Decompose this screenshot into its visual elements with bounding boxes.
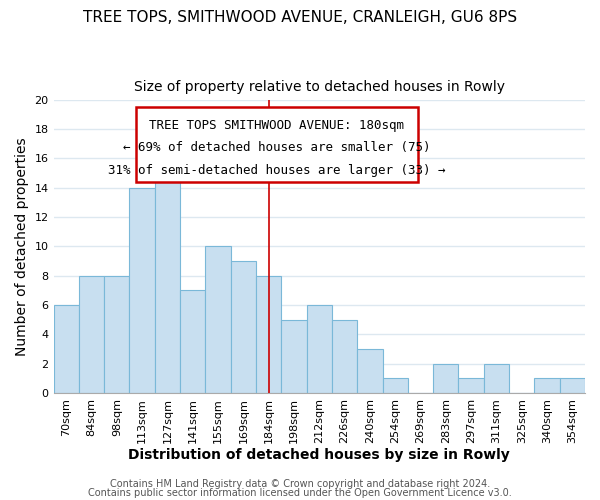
Text: Contains HM Land Registry data © Crown copyright and database right 2024.: Contains HM Land Registry data © Crown c… — [110, 479, 490, 489]
Bar — [79, 276, 104, 393]
Bar — [383, 378, 408, 393]
Bar — [256, 276, 281, 393]
Bar — [458, 378, 484, 393]
Bar — [155, 158, 180, 393]
Y-axis label: Number of detached properties: Number of detached properties — [15, 137, 29, 356]
Bar — [560, 378, 585, 393]
Bar — [433, 364, 458, 393]
Text: Contains public sector information licensed under the Open Government Licence v3: Contains public sector information licen… — [88, 488, 512, 498]
Bar — [307, 305, 332, 393]
Bar — [130, 188, 155, 393]
Text: 31% of semi-detached houses are larger (33) →: 31% of semi-detached houses are larger (… — [108, 164, 446, 177]
X-axis label: Distribution of detached houses by size in Rowly: Distribution of detached houses by size … — [128, 448, 510, 462]
Bar — [205, 246, 230, 393]
Bar — [357, 349, 383, 393]
Text: TREE TOPS SMITHWOOD AVENUE: 180sqm: TREE TOPS SMITHWOOD AVENUE: 180sqm — [149, 118, 404, 132]
Bar — [281, 320, 307, 393]
Bar — [53, 305, 79, 393]
Bar — [484, 364, 509, 393]
Title: Size of property relative to detached houses in Rowly: Size of property relative to detached ho… — [134, 80, 505, 94]
Text: TREE TOPS, SMITHWOOD AVENUE, CRANLEIGH, GU6 8PS: TREE TOPS, SMITHWOOD AVENUE, CRANLEIGH, … — [83, 10, 517, 25]
FancyBboxPatch shape — [136, 107, 418, 182]
Bar — [180, 290, 205, 393]
Bar — [230, 261, 256, 393]
Bar — [332, 320, 357, 393]
Bar — [535, 378, 560, 393]
Text: ← 69% of detached houses are smaller (75): ← 69% of detached houses are smaller (75… — [123, 142, 431, 154]
Bar — [104, 276, 130, 393]
